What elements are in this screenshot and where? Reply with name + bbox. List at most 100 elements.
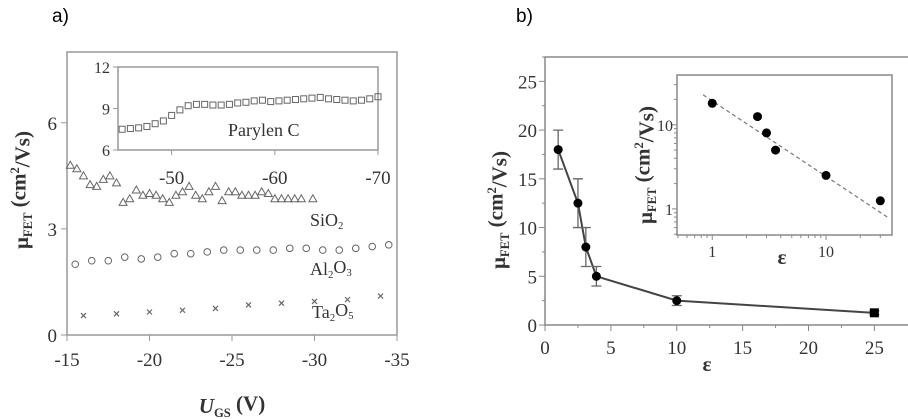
data-point-triangle	[283, 193, 293, 203]
inset-data-point	[267, 98, 275, 106]
y-axis-label: μFET​ (cm2​/Vs)	[6, 131, 34, 249]
data-point-circle	[219, 246, 228, 254]
data-point-circle	[104, 256, 113, 265]
inset-y-axis-label-part: (cm	[630, 148, 654, 188]
data-point-cross	[80, 312, 87, 319]
inset-data-point	[201, 100, 209, 108]
series-label-part: Al	[310, 259, 328, 279]
inset-data-point	[333, 96, 341, 104]
data-point-circle	[170, 249, 179, 258]
y-tick-label: 15	[518, 170, 537, 191]
panel-b-inset: 1 10 1 10 ε μFET​ (cm2​/Vs)	[630, 74, 893, 269]
data-point-triangle	[131, 184, 142, 194]
y-tick-label: 6	[48, 114, 58, 135]
inset-bg	[118, 67, 378, 150]
data-point-triangle	[91, 181, 102, 190]
inset-data-point	[184, 102, 192, 110]
x-tick-label: 20	[799, 338, 818, 359]
inset-y-tick-label: 12	[94, 60, 110, 77]
data-point-circle	[203, 248, 212, 256]
inset-x-axis-label: ε	[778, 245, 787, 269]
series-label-part: O	[335, 300, 348, 320]
x-axis-label-part: ε	[703, 352, 712, 376]
y-axis-label-part: /Vs)	[488, 151, 512, 188]
inset-data-point	[291, 96, 299, 104]
inset-data-point	[135, 124, 143, 132]
data-point-circle	[302, 244, 311, 253]
series-label: Ta2​O5​	[312, 300, 354, 324]
inset-data-point	[159, 117, 167, 125]
data-point-cross	[344, 296, 351, 303]
data-point-cross	[278, 300, 285, 307]
data-point-triangle	[250, 190, 260, 199]
data-point-triangle	[72, 163, 82, 173]
data-point-triangle	[190, 190, 201, 199]
y-axis-label-part: μ	[9, 237, 33, 249]
x-tick-label: -20	[137, 350, 162, 371]
y-axis-label-part: FET	[498, 232, 512, 257]
data-point-circle	[384, 240, 393, 249]
data-point-triangle	[210, 181, 221, 190]
data-point-triangle	[78, 170, 89, 180]
data-point-triangle	[144, 188, 155, 197]
data-point-triangle	[243, 190, 254, 199]
series-label-part: 5	[348, 310, 353, 322]
data-point-circle	[269, 246, 278, 254]
data-point-triangle	[164, 197, 175, 206]
inset-x-axis-label-part: ε	[778, 245, 787, 269]
series-label-part: Ta	[312, 302, 330, 322]
data-point	[573, 198, 583, 208]
inset-data-point	[366, 95, 374, 103]
x-tick-label: 10	[667, 338, 686, 359]
inset-x-tick-label: 1	[708, 244, 716, 261]
inset-data-point	[753, 112, 763, 122]
inset-data-point	[374, 93, 382, 101]
panel-a-label: a)	[52, 6, 69, 27]
inset-data-point	[300, 95, 308, 103]
data-point-cross	[377, 293, 384, 300]
inset-frame	[676, 74, 893, 236]
x-tick-label: 5	[606, 338, 616, 359]
inset-data-point	[217, 101, 225, 109]
data-point-triangle	[263, 188, 274, 197]
y-tick-label: 0	[528, 316, 538, 337]
y-axis-label: μFET​ (cm2​/Vs)	[483, 151, 511, 269]
inset-y-axis-label-part: 2	[632, 142, 646, 148]
data-point-triangle	[197, 193, 208, 203]
inset-data-point	[225, 100, 233, 108]
data-point-circle	[71, 260, 80, 269]
y-axis-label-part: (cm	[483, 193, 507, 233]
inset-data-point	[250, 97, 258, 105]
inset-data-point	[118, 125, 126, 133]
inset-data-point	[209, 101, 217, 109]
data-point-triangle	[151, 190, 161, 199]
x-tick-label: 25	[865, 338, 884, 359]
panel-b-frame	[544, 56, 908, 326]
y-axis-label-part: (cm	[6, 173, 30, 213]
inset-y-tick-label: 1	[665, 202, 673, 219]
data-point-triangle	[124, 193, 135, 203]
inset-x-tick-label: 10	[818, 244, 834, 261]
inset-data-point	[357, 96, 365, 104]
data-point-circle	[351, 244, 360, 253]
panel-b-label: b)	[516, 6, 533, 27]
series-label: Al2​O3​	[310, 257, 352, 281]
data-point-circle	[285, 244, 294, 253]
inset-data-point	[234, 99, 242, 107]
series-label-part: SiO	[310, 210, 338, 230]
y-axis-label-part: /Vs)	[11, 131, 35, 168]
inset-data-point	[275, 97, 283, 105]
panel-b-chart: 0 5 10 15 20 25 0 5 10 15 20 25 ε μFET​ (cm2​/Vs)	[483, 56, 908, 376]
inset-data-point	[771, 145, 781, 155]
panel-a-inset: -50 -60 -70 6 9 12 Parylen C	[94, 60, 391, 189]
inset-data-point	[242, 98, 250, 106]
inset-data-point	[341, 96, 349, 104]
x-tick-label: -35	[384, 350, 409, 371]
inset-y-tick-label: 10	[657, 118, 673, 135]
data-point-triangle	[85, 179, 95, 189]
y-axis-label-part: FET	[21, 212, 35, 237]
inset-data-point	[762, 128, 772, 138]
fit-line-dashed	[702, 94, 890, 219]
inset-data-point	[176, 106, 184, 114]
